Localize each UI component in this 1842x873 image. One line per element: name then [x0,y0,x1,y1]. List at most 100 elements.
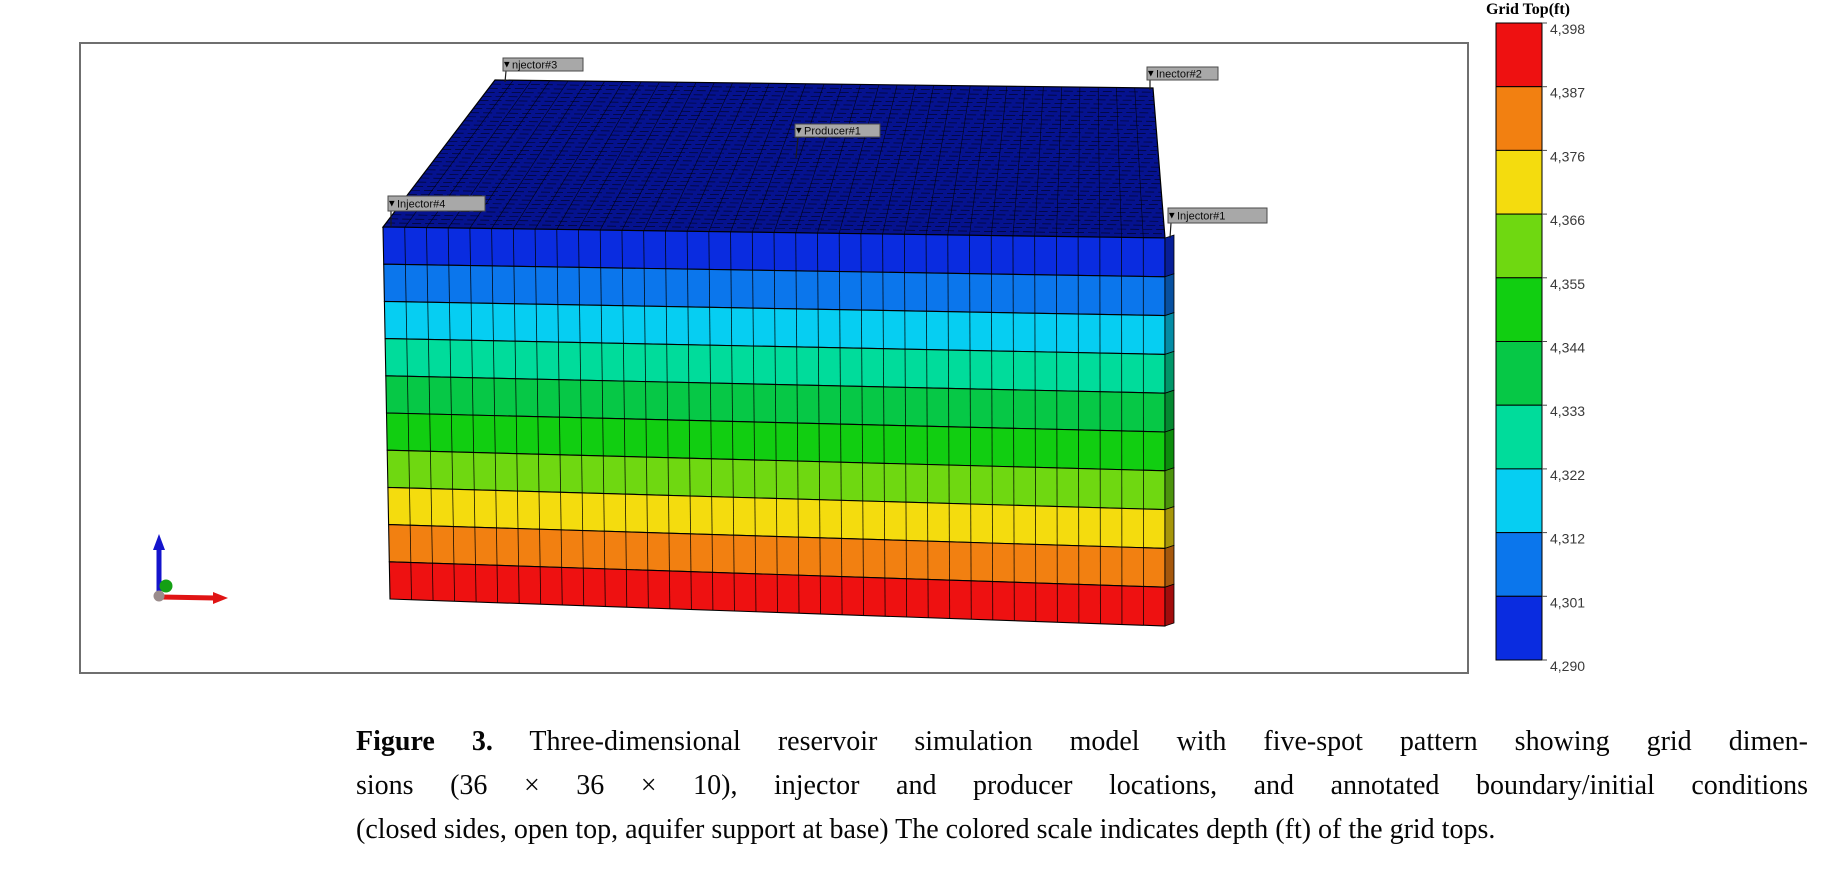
front-face-grid-line [599,230,606,607]
top-face-grid-line [426,169,1161,180]
legend-tick-label: 4,344 [1550,340,1585,356]
top-face-grid-line [860,84,898,234]
caption-line-3: (closed sides, open top, aquifer support… [356,814,1496,845]
well-label: Injector#1 [1177,210,1225,222]
side-face-layer [1164,312,1175,355]
side-face-layer [1164,350,1175,394]
front-face-grid-line [903,234,908,618]
well-label: Injector#4 [397,198,445,210]
top-face-grid-line [466,116,1157,126]
side-face-layer [1164,234,1175,278]
well-marker-icon [389,200,395,207]
well-label: njector#3 [512,59,557,71]
well-stem [504,70,507,83]
side-face-layer [1164,506,1175,549]
well-marker-icon [504,61,510,68]
front-face-grid-line [730,231,735,612]
top-face-grid-line [398,206,1164,218]
front-face-grid-line [686,231,692,610]
top-face-grid-line [420,177,1162,189]
well-label-box [1167,207,1268,224]
front-face-grid-line [773,232,778,613]
top-face-grid-line [621,82,697,231]
well-marker-icon [1148,70,1154,77]
legend-tick-label: 4,322 [1550,467,1585,483]
side-face-layer [1164,467,1175,511]
axis-x-arrow [160,594,216,601]
front-face-grid-line [643,230,649,609]
top-face-grid-line [470,112,1156,122]
legend-color-block [1495,22,1543,88]
legend-color-block [1495,213,1543,279]
front-face-grid-line [947,234,951,619]
caption-line-1-text: Three-dimensional reservoir simulation m… [529,726,1809,757]
top-face-grid-line [491,83,1154,93]
front-face-grid-line [1034,236,1037,622]
front-face-grid-line [404,227,412,600]
well-marker-icon [796,127,802,134]
front-face-grid-line [1055,236,1058,623]
top-face-grid-line [389,218,1165,230]
front-face-grid-line [578,229,585,606]
top-face-grid-line [479,100,1155,110]
side-face-layer [1164,583,1175,627]
well-label-box [1146,66,1219,81]
axis-z-arrowhead-icon [153,534,165,550]
top-face-grid-line [423,173,1161,185]
front-face-grid-line [447,227,455,602]
legend-tick-label: 4,398 [1550,21,1585,37]
top-face-grid-line [473,108,1156,118]
top-face-grid-line [485,91,1155,101]
front-face-grid-line [795,232,800,614]
front-face-grid-line [708,231,714,611]
top-face-grid-line [401,202,1164,214]
top-face-grid-line [1134,87,1144,238]
caption-line-2: sions (36 × 36 × 10), injector and produ… [356,770,1808,801]
legend-tick-label: 4,312 [1550,531,1585,547]
front-face-grid-line [1099,237,1101,624]
legend-color-block [1495,86,1543,151]
top-face-grid-line [414,185,1162,197]
front-face-grid-line [838,233,843,615]
axis-origin-icon [153,590,165,602]
well-label: Inector#2 [1156,68,1202,80]
axis-y-dot-icon [159,579,173,593]
front-face-grid-line [990,235,994,621]
figure-number-label: Figure 3. [356,726,493,757]
top-face-grid-line [445,145,1159,155]
top-face-grid-line [482,96,1155,105]
legend-color-block [1495,595,1543,661]
front-face-grid-line [512,228,520,604]
legend-tick-label: 4,290 [1550,658,1585,674]
front-face-grid-line [664,230,671,609]
front-face-grid-line [621,230,628,608]
top-face-grid-line [460,124,1157,135]
top-face-grid-line [454,132,1158,143]
top-face-grid-line [438,153,1160,164]
legend-color-block [1495,341,1543,406]
axis-x-arrowhead-icon [213,592,228,604]
side-face-layer [1164,273,1175,317]
front-face-grid-line [817,233,821,615]
side-face-layer [1164,389,1175,433]
front-face-grid-line [925,234,929,618]
well-stem [1169,222,1172,239]
side-face-layer [1164,544,1175,588]
legend-tick-label: 4,301 [1550,594,1585,610]
legend-tick-label: 4,366 [1550,212,1585,228]
front-face-grid-line [860,233,865,616]
top-face-grid-line [442,149,1159,160]
front-face-grid-line [491,228,499,603]
legend-tick-label: 4,333 [1550,403,1585,419]
front-face-grid-line [426,227,434,601]
top-face-grid-line [451,136,1158,147]
top-face-grid-line [435,157,1160,168]
well-label-box [387,195,486,212]
top-face-grid-line [417,181,1162,193]
top-face-grid-line [395,210,1164,222]
top-face-grid-line [392,214,1165,226]
figure-caption: Figure 3. Three-dimensional reservoir si… [356,720,1808,852]
legend-color-block [1495,404,1543,470]
legend-color-block [1495,468,1543,534]
